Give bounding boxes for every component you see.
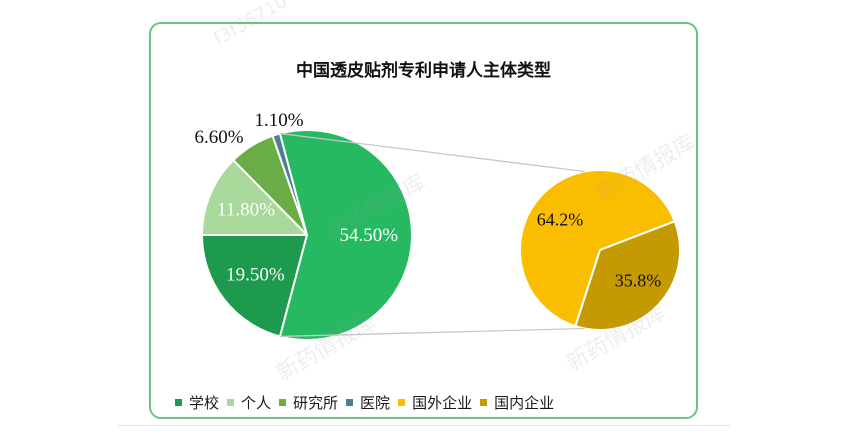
connector-line-bottom	[279, 327, 585, 338]
legend-label: 学校	[189, 394, 220, 412]
chart-legend: 学校 个人 研究所 医院 国外企业 国内企业	[175, 392, 562, 413]
pie-of-pie-chart: 19.50% 11.80% 6.60% 1.10% 54.50% 64.2% 35.8%	[194, 110, 681, 341]
sub-pie-slice-2	[574, 220, 681, 331]
legend-item-6: 国内企业	[480, 392, 554, 413]
sub-pie-label-1: 64.2%	[537, 210, 584, 230]
legend-swatch	[175, 399, 182, 406]
connector-line-top	[279, 132, 585, 173]
legend-label: 医院	[360, 394, 391, 412]
legend-label: 个人	[241, 394, 272, 412]
sub-pie-slice-1	[519, 169, 676, 328]
legend-swatch	[398, 399, 406, 406]
page-divider	[118, 425, 730, 426]
legend-label: 国内企业	[494, 394, 555, 412]
legend-label: 国外企业	[412, 394, 473, 412]
legend-swatch	[480, 399, 488, 406]
main-pie-label-1: 19.50%	[226, 265, 285, 286]
chart-title: 中国透皮贴剂专利申请人主体类型	[296, 61, 551, 81]
main-pie-slice-1	[200, 234, 309, 338]
sub-pie-label-2: 35.8%	[615, 270, 662, 290]
legend-item-2: 个人	[227, 392, 271, 413]
main-pie-label-2: 11.80%	[217, 199, 275, 220]
legend-swatch	[227, 399, 235, 406]
main-pie-label-4: 1.10%	[254, 110, 303, 131]
legend-swatch	[279, 399, 287, 406]
legend-item-1: 学校	[175, 392, 219, 413]
main-pie-slice-5	[278, 129, 413, 341]
legend-item-4: 医院	[346, 392, 390, 413]
legend-item-3: 研究所	[279, 392, 338, 413]
legend-item-5: 国外企业	[398, 392, 472, 413]
main-pie-label-5: 54.50%	[339, 225, 398, 246]
main-pie-slice-2	[200, 158, 310, 236]
legend-swatch	[346, 399, 354, 406]
legend-label: 研究所	[293, 394, 339, 412]
chart-card: 中国透皮贴剂专利申请人主体类型 19.50% 11.80% 6.60% 1.10% 54…	[149, 22, 698, 419]
main-pie-label-3: 6.60%	[194, 127, 243, 148]
